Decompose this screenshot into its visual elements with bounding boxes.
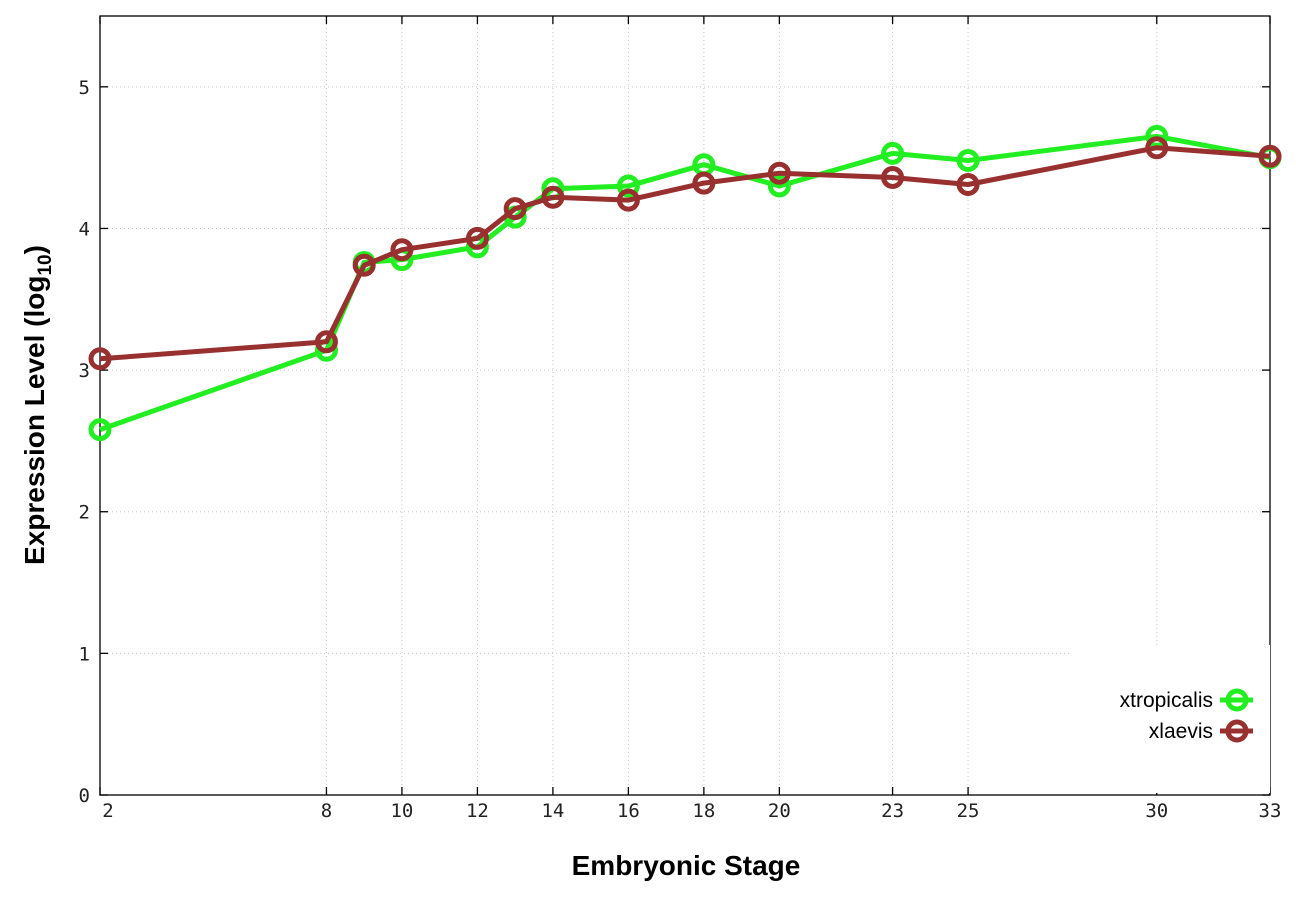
data-point-xtropicalis — [956, 148, 980, 172]
series-layer — [88, 124, 1282, 442]
data-point-xlaevis — [767, 161, 791, 185]
legend-box — [1072, 645, 1270, 793]
x-tick-label: 23 — [881, 800, 904, 822]
y-axis-title-close: ) — [19, 245, 50, 254]
data-point-xlaevis — [616, 188, 640, 212]
data-point-xtropicalis — [616, 174, 640, 198]
legend-swatch-marker-xlaevis — [1225, 719, 1249, 743]
data-point-xtropicalis — [767, 174, 791, 198]
y-tick-label: 3 — [79, 360, 90, 382]
x-tick-label: 8 — [321, 800, 332, 822]
legend: xtropicalis xlaevis — [1120, 688, 1253, 743]
x-tick-label: 10 — [390, 800, 413, 822]
y-tick-labels: 0 1 2 3 4 5 — [79, 77, 90, 807]
data-point-xtropicalis — [88, 418, 112, 442]
x-tick-label: 25 — [957, 800, 980, 822]
y-axis-title: Expression Level (log10) — [19, 245, 56, 565]
x-axis-title: Embryonic Stage — [572, 850, 801, 881]
series-xtropicalis — [88, 124, 1282, 442]
plot-frame — [99, 15, 1271, 796]
x-tick-label: 30 — [1145, 800, 1168, 822]
y-axis-title-subscript: 10 — [35, 254, 56, 275]
y-tick-label: 2 — [79, 502, 90, 524]
data-point-xlaevis — [352, 253, 376, 277]
y-tick-label: 1 — [79, 643, 90, 665]
data-point-xlaevis — [465, 226, 489, 250]
series-xlaevis — [88, 136, 1282, 371]
data-point-xlaevis — [390, 238, 414, 262]
legend-label-xlaevis: xlaevis — [1149, 720, 1213, 743]
y-tick-label: 4 — [79, 218, 90, 240]
data-point-xtropicalis — [881, 141, 905, 165]
x-tick-label: 20 — [768, 800, 791, 822]
data-point-xlaevis — [1258, 144, 1282, 168]
x-tick-label: 18 — [692, 800, 715, 822]
x-tick-label: 14 — [541, 800, 564, 822]
data-point-xlaevis — [956, 173, 980, 197]
data-point-xlaevis — [88, 347, 112, 371]
x-tick-label: 2 — [102, 800, 113, 822]
y-tick-label: 5 — [79, 77, 90, 99]
x-tick-label: 33 — [1259, 800, 1282, 822]
y-tick-label: 0 — [79, 785, 90, 807]
grid-lines — [100, 16, 1270, 795]
series-line-xlaevis — [99, 145, 1271, 362]
y-axis-title-main: Expression Level (log — [19, 276, 50, 565]
series-line-xtropicalis — [99, 133, 1271, 432]
data-point-xlaevis — [881, 165, 905, 189]
axis-ticks — [99, 16, 1271, 796]
x-tick-label: 12 — [466, 800, 489, 822]
data-point-xlaevis — [314, 330, 338, 354]
legend-label-xtropicalis: xtropicalis — [1120, 689, 1213, 712]
data-point-xlaevis — [541, 185, 565, 209]
data-point-xlaevis — [692, 171, 716, 195]
x-tick-label: 16 — [617, 800, 640, 822]
data-point-xlaevis — [503, 197, 527, 221]
x-tick-labels: 2 8 10 12 14 16 18 20 23 25 30 33 — [102, 800, 1281, 822]
legend-swatch-marker-xtropicalis — [1225, 688, 1249, 712]
data-point-xlaevis — [1145, 136, 1169, 160]
